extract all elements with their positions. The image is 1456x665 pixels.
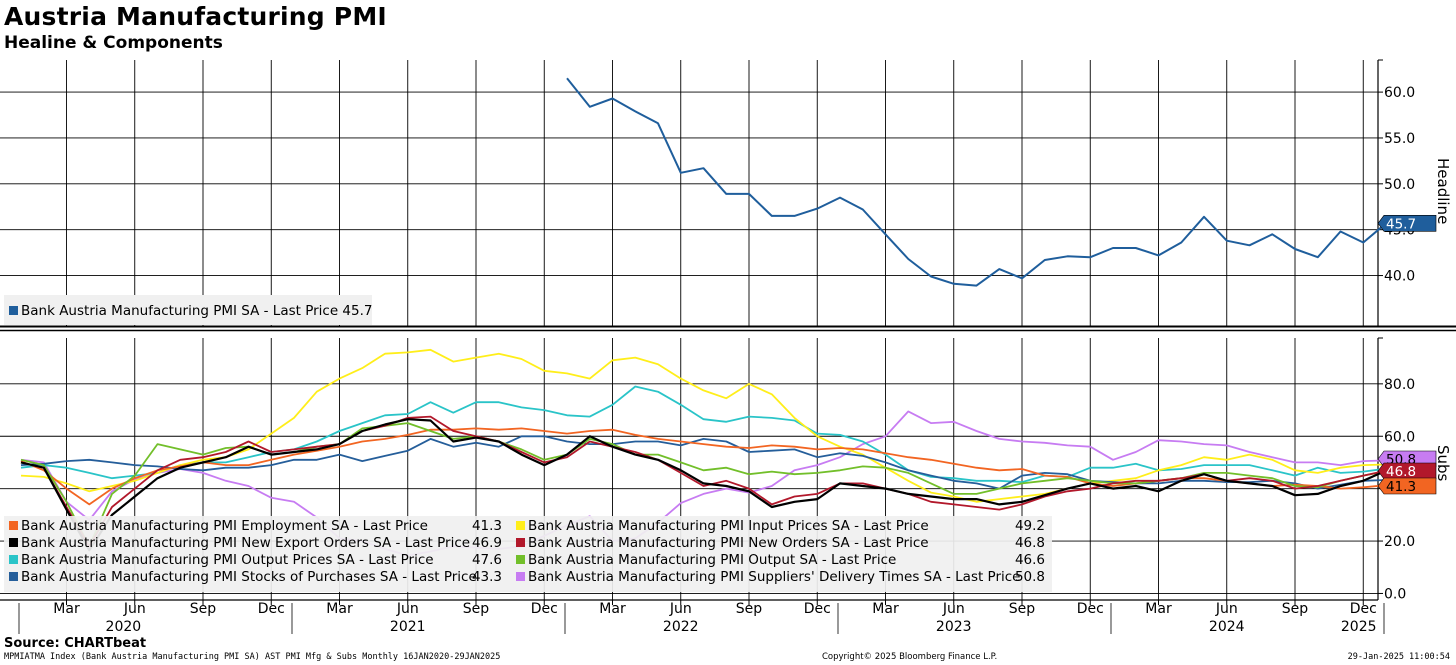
legend-swatch-new_orders xyxy=(516,538,525,547)
legend-value-output: 46.6 xyxy=(1015,552,1045,568)
x-month-label: Dec xyxy=(531,601,558,617)
x-month-label: Mar xyxy=(326,601,353,617)
x-month-label: Sep xyxy=(1009,601,1036,617)
legend-value-new_orders: 46.8 xyxy=(1015,535,1045,551)
legend-box-bottom xyxy=(4,516,1052,592)
x-year-label: 2022 xyxy=(663,619,699,635)
x-month-label: Mar xyxy=(1145,601,1172,617)
y-tick-label: 50.0 xyxy=(1384,177,1415,193)
legend-value-delivery: 50.8 xyxy=(1015,569,1045,585)
x-month-label: Jun xyxy=(396,601,419,617)
series-line-input_prices xyxy=(20,348,1387,503)
x-month-label: Jun xyxy=(669,601,692,617)
series-line-new_orders xyxy=(20,415,1387,548)
y-tick-label: 80.0 xyxy=(1384,377,1415,393)
x-month-label: Dec xyxy=(804,601,831,617)
chart-title: Austria Manufacturing PMI xyxy=(4,2,387,31)
footer-copyright: Copyright© 2025 Bloomberg Finance L.P. xyxy=(822,652,998,662)
footer-description: MPMIATMA Index (Bank Austria Manufacturi… xyxy=(4,652,501,662)
y-tick-label: 40.0 xyxy=(1384,269,1415,285)
x-month-label: Sep xyxy=(463,601,490,617)
last-price-tag-headline-text: 45.7 xyxy=(1386,216,1416,232)
x-month-label: Sep xyxy=(190,601,217,617)
last-price-tag-headline: 45.7 xyxy=(1377,214,1437,232)
x-month-label: Jun xyxy=(123,601,146,617)
axis-label-subs: Subs xyxy=(1434,445,1452,482)
legend-value-input_prices: 49.2 xyxy=(1015,518,1045,534)
x-month-label: Mar xyxy=(599,601,626,617)
legend-value-stocks: 43.3 xyxy=(472,569,502,585)
x-month-label: Dec xyxy=(258,601,285,617)
x-month-label: Sep xyxy=(736,601,763,617)
y-tick-label: 20.0 xyxy=(1384,534,1415,550)
axis-label-headline: Headline xyxy=(1434,158,1452,224)
last-price-tag-new-orders-text: 46.8 xyxy=(1386,464,1416,480)
x-month-label: Dec xyxy=(1077,601,1104,617)
legend-swatch-employment xyxy=(9,521,18,530)
x-year-label: 2023 xyxy=(936,619,972,635)
x-month-label: Mar xyxy=(53,601,80,617)
legend-swatch-headline xyxy=(9,306,18,315)
series-line-headline xyxy=(566,77,1387,287)
last-price-tag-new-orders: 46.8 xyxy=(1377,462,1437,480)
legend-value-output_prices: 47.6 xyxy=(472,552,502,568)
legend-label-output: Bank Austria Manufacturing PMI Output SA… xyxy=(528,552,896,568)
x-year-label: 2021 xyxy=(390,619,426,635)
x-month-label: Mar xyxy=(872,601,899,617)
legend-value-employment: 41.3 xyxy=(472,518,502,534)
legend-swatch-stocks xyxy=(9,572,18,581)
series-line-delivery xyxy=(20,410,1387,557)
legend-label-employment: Bank Austria Manufacturing PMI Employmen… xyxy=(21,518,428,534)
x-year-label: 2025 xyxy=(1341,619,1377,635)
legend-label-new_export: Bank Austria Manufacturing PMI New Expor… xyxy=(21,535,470,551)
y-tick-label: 55.0 xyxy=(1384,131,1415,147)
legend-swatch-delivery xyxy=(516,572,525,581)
x-month-label: Jun xyxy=(942,601,965,617)
x-year-label: 2024 xyxy=(1209,619,1245,635)
legend-box-top xyxy=(4,295,372,325)
x-year-label: 2020 xyxy=(106,619,142,635)
legend-value-new_export: 46.9 xyxy=(472,535,502,551)
legend-label-input_prices: Bank Austria Manufacturing PMI Input Pri… xyxy=(528,518,929,534)
legend-swatch-new_export xyxy=(9,538,18,547)
x-month-label: Jun xyxy=(1215,601,1238,617)
legend-label-output_prices: Bank Austria Manufacturing PMI Output Pr… xyxy=(21,552,434,568)
x-month-label: Dec xyxy=(1350,601,1377,617)
y-tick-label: 60.0 xyxy=(1384,85,1415,101)
x-month-label: Sep xyxy=(1282,601,1309,617)
y-tick-label: 60.0 xyxy=(1384,429,1415,445)
y-tick-label: 0.0 xyxy=(1384,586,1406,602)
legend-label-delivery: Bank Austria Manufacturing PMI Suppliers… xyxy=(528,569,1021,585)
footer-source: Source: CHARTbeat xyxy=(4,636,147,651)
legend-label-headline: Bank Austria Manufacturing PMI SA - Last… xyxy=(21,303,373,319)
legend-swatch-output_prices xyxy=(9,555,18,564)
legend-label-stocks: Bank Austria Manufacturing PMI Stocks of… xyxy=(21,569,477,585)
last-price-tag-employment: 41.3 xyxy=(1377,477,1437,495)
chart-subtitle: Healine & Components xyxy=(4,33,223,53)
legend-swatch-input_prices xyxy=(516,521,525,530)
series-line-stocks xyxy=(20,435,1387,490)
legend-label-new_orders: Bank Austria Manufacturing PMI New Order… xyxy=(528,535,929,551)
footer-timestamp: 29-Jan-2025 11:00:54 xyxy=(1347,652,1450,662)
legend-swatch-output xyxy=(516,555,525,564)
series-line-new_export xyxy=(20,418,1387,552)
last-price-tag-employment-text: 41.3 xyxy=(1386,479,1416,495)
